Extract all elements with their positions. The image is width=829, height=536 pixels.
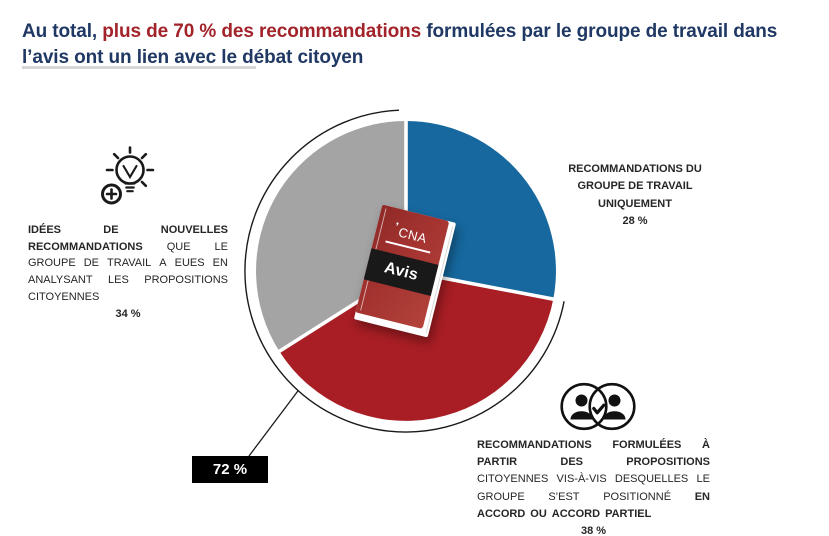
people-agreement-icon [560, 382, 636, 431]
label-line: ACCORD OU ACCORD PARTIEL [477, 507, 652, 520]
book-brand: ❜CNA [375, 217, 446, 250]
label-accord-propositions: RECOMMANDATIONS FORMULÉES À PARTIR DES PROPOS… [477, 437, 710, 536]
title-underline [22, 66, 256, 69]
label-line: GROUPE DE TRAVAIL A EUES EN [28, 257, 228, 270]
label-line: RECOMMANDATIONS FORMULÉES À [477, 439, 710, 451]
label-line: PARTIR DES PROPOSITIONS [477, 456, 710, 469]
label-line: CITOYENNES [28, 290, 100, 303]
label-accord-lines: RECOMMANDATIONS FORMULÉES À PARTIR DES PROPOS… [477, 437, 710, 523]
book-title-band: Avis [363, 248, 439, 296]
title-part1: Au total, [22, 20, 103, 42]
title-highlight: plus de 70 % des recommandations [102, 20, 422, 42]
label-line: GROUPE S’EST POSITIONNÉ EN [477, 490, 710, 503]
title-part3: formulées par le groupe de travail dans … [22, 20, 778, 69]
label-idees-nouvelles: IDÉES DE NOUVELLES RECOMMANDATIONS QUE LE GROU… [28, 222, 228, 322]
callout-label: 72 % [212, 461, 248, 478]
accord-percentage: 38 % [580, 525, 607, 536]
callout-arc [244, 109, 565, 433]
cna-text: CNA [396, 224, 429, 247]
lightbulb-plus-icon [101, 146, 155, 205]
idees-percentage: 34 % [115, 307, 141, 320]
label-line: IDÉES DE NOUVELLES [28, 224, 228, 236]
label-line: GROUPE DE TRAVAIL [577, 180, 693, 193]
label-line: RECOMMANDATIONS DU [568, 163, 702, 175]
groupe-percentage: 28 % [622, 215, 648, 228]
label-groupe-uniquement: RECOMMANDATIONS DU GROUPE DE TRAVAIL UNIQU… [545, 161, 725, 231]
label-idees-lines: IDÉES DE NOUVELLES RECOMMANDATIONS QUE LE GROU… [28, 222, 228, 306]
callout-72-percent: 72 % [192, 456, 268, 483]
page-title: Au total, plus de 70 % des recommandatio… [22, 19, 800, 72]
label-line: RECOMMANDATIONS QUE LE [28, 240, 228, 253]
label-line: UNIQUEMENT [598, 197, 672, 210]
callout-leader-line [248, 390, 299, 457]
label-groupe-lines: RECOMMANDATIONS DU GROUPE DE TRAVAIL UNIQU… [545, 161, 725, 213]
label-line: CITOYENNES VIS-À-VIS DESQUELLES LE [477, 473, 710, 486]
avis-text: Avis [382, 259, 420, 285]
label-line: ANALYSANT LES PROPOSITIONS [28, 274, 228, 287]
